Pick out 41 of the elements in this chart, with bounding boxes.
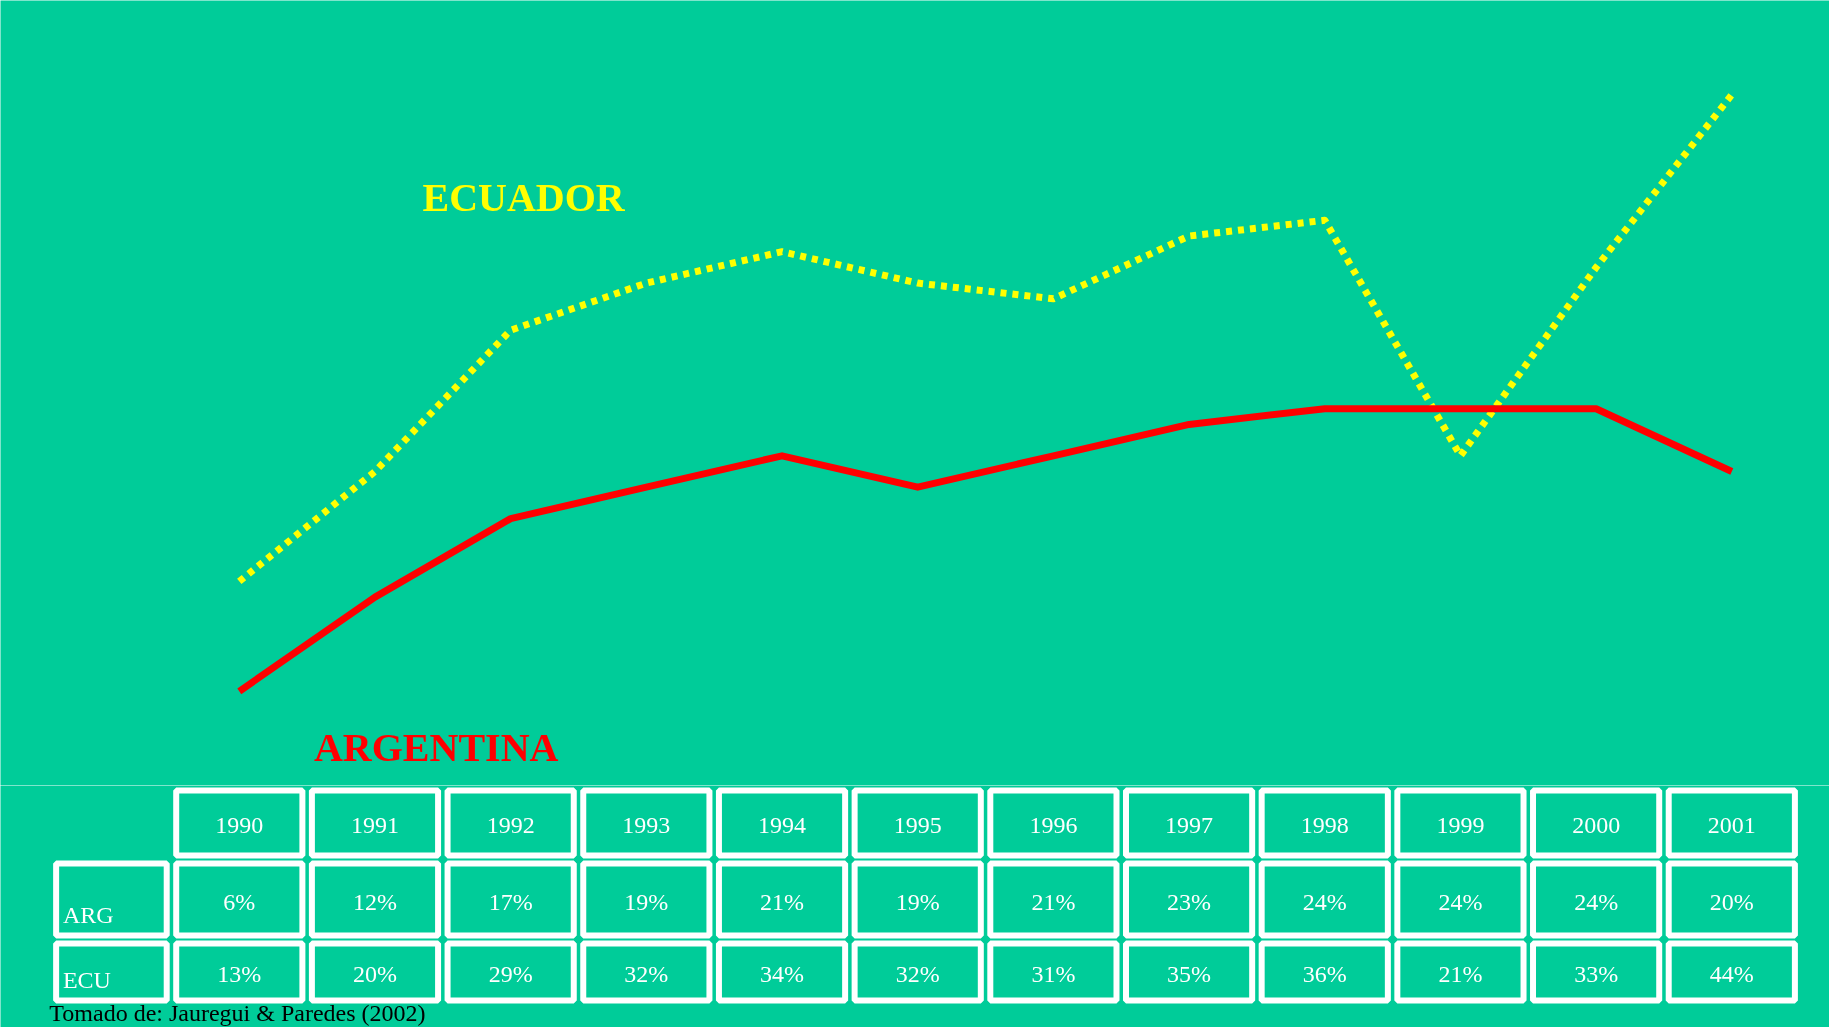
data-label: 20% bbox=[1709, 888, 1754, 915]
data-label: 35% bbox=[1167, 961, 1212, 987]
data-label: 31% bbox=[1031, 961, 1076, 987]
text: ECU bbox=[62, 966, 111, 993]
x-tick-label: 1997 bbox=[1165, 811, 1214, 838]
data-label: 34% bbox=[760, 961, 805, 987]
data-label: 6% bbox=[223, 888, 256, 915]
data-label: 19% bbox=[895, 888, 940, 915]
x-tick-label: 1994 bbox=[758, 811, 807, 838]
text: Tomado de: Jauregui & Paredes (2002) bbox=[49, 999, 426, 1026]
data-label: 44% bbox=[1709, 961, 1754, 987]
data-label: 12% bbox=[352, 888, 397, 915]
data-label: 21% bbox=[1031, 888, 1076, 915]
x-tick-label: 1999 bbox=[1436, 811, 1485, 838]
data-label: 19% bbox=[624, 888, 669, 915]
data-label: 33% bbox=[1574, 961, 1619, 987]
text: ARG bbox=[62, 901, 114, 928]
data-label: 24% bbox=[1574, 888, 1619, 915]
x-tick-label: 2001 bbox=[1707, 811, 1756, 838]
data-label: 29% bbox=[488, 961, 533, 987]
x-tick-label: 2000 bbox=[1572, 811, 1621, 838]
data-label: 32% bbox=[624, 961, 669, 987]
x-tick-label: 1996 bbox=[1029, 811, 1078, 838]
series-label: ECUADOR bbox=[422, 175, 626, 221]
data-label: 13% bbox=[217, 961, 262, 987]
data-label: 21% bbox=[760, 888, 805, 915]
data-label: 24% bbox=[1302, 888, 1347, 915]
data-label: 20% bbox=[352, 961, 397, 987]
data-label: 17% bbox=[488, 888, 533, 915]
x-tick-label: 1991 bbox=[350, 811, 399, 838]
x-tick-label: 1992 bbox=[486, 811, 535, 838]
x-tick-label: 1998 bbox=[1300, 811, 1349, 838]
data-label: 23% bbox=[1167, 888, 1212, 915]
data-label: 21% bbox=[1438, 961, 1483, 987]
data-label: 32% bbox=[895, 961, 940, 987]
data-label: 24% bbox=[1438, 888, 1483, 915]
x-tick-label: 1995 bbox=[893, 811, 942, 838]
x-tick-label: 1990 bbox=[215, 811, 264, 838]
series-label: ARGENTINA bbox=[313, 724, 559, 770]
x-tick-label: 1993 bbox=[622, 811, 671, 838]
data-label: 36% bbox=[1302, 961, 1347, 987]
